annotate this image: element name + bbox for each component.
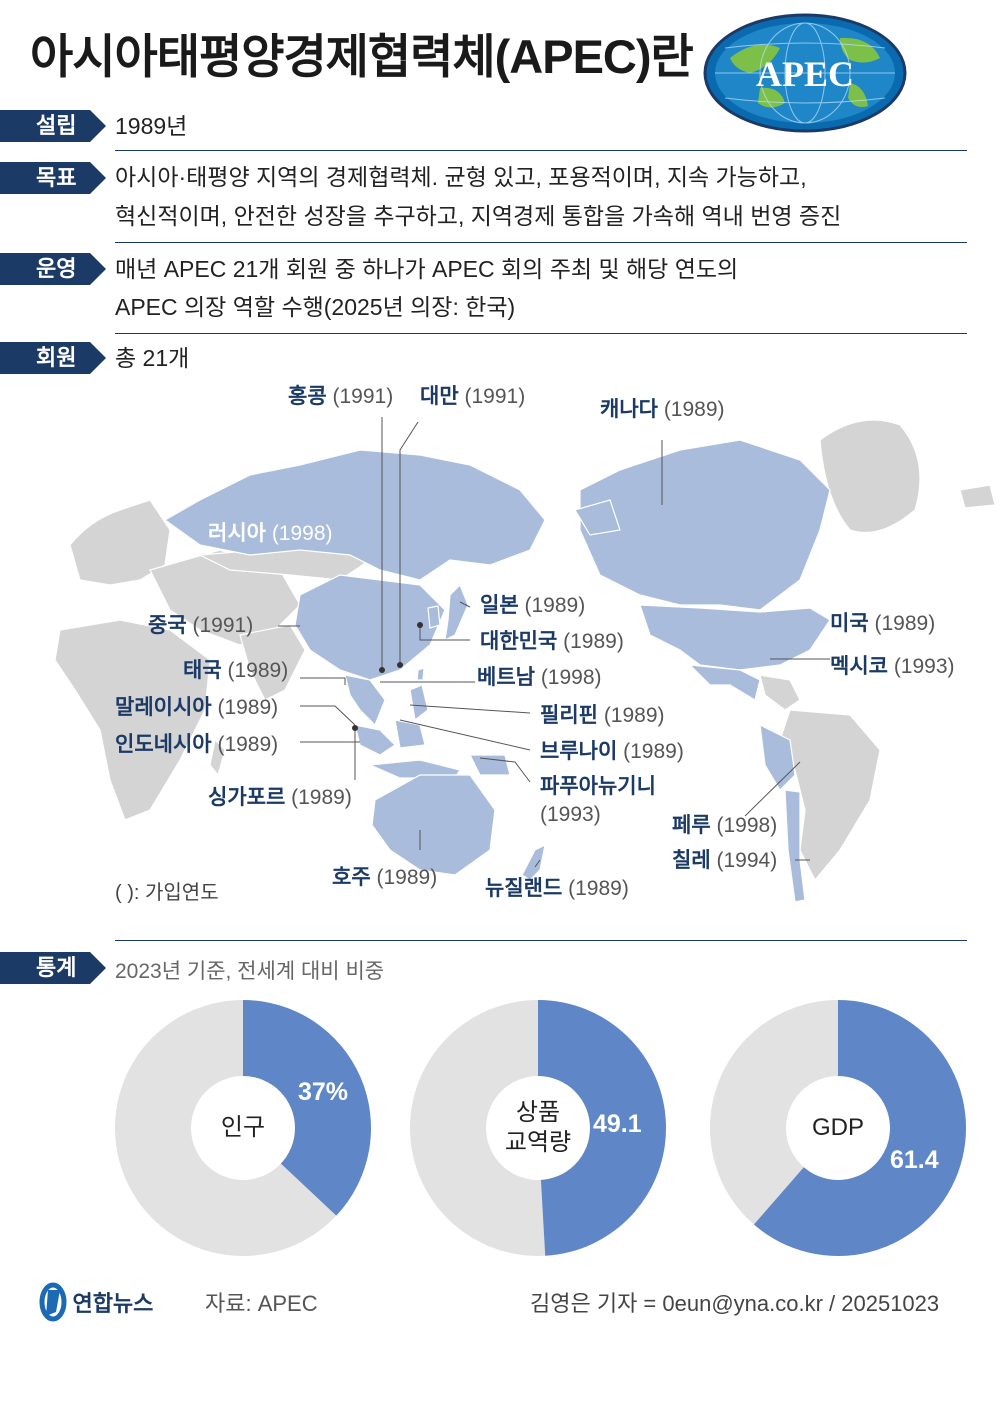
donut-value: 61.4 xyxy=(890,1146,939,1174)
operation-line1: 매년 APEC 21개 회원 중 하나가 APEC 회의 주최 및 해당 연도의 xyxy=(115,256,739,282)
member-label: 대만 (1991) xyxy=(420,385,526,408)
donut-gdp: GDP 61.4 xyxy=(708,998,968,1258)
member-label: 필리핀 (1989) xyxy=(540,704,665,727)
member-label: 싱가포르 (1989) xyxy=(208,786,352,809)
map-note: ( ): 가입연도 xyxy=(115,882,219,904)
divider xyxy=(115,940,967,941)
donut-trade: 상품 교역량 49.1 xyxy=(408,998,668,1258)
donut-hole xyxy=(191,1076,295,1180)
logo-text: APEC xyxy=(756,54,854,94)
goal-line1: 아시아·태평양 지역의 경제협력체. 균형 있고, 포용적이며, 지속 가능하고… xyxy=(115,164,807,190)
donut-chart xyxy=(115,1000,371,1256)
divider xyxy=(115,150,967,151)
goal-tag: 목표 xyxy=(0,162,106,194)
operation-tag: 운영 xyxy=(0,253,106,285)
member-label: 인도네시아 (1989) xyxy=(115,733,279,756)
agency-name: 연합뉴스 xyxy=(72,1291,154,1316)
member-label: 태국 (1989) xyxy=(183,659,289,682)
donut-share xyxy=(243,1000,371,1216)
member-label: 뉴질랜드 (1989) xyxy=(485,877,629,900)
operation-line2: APEC 의장 역할 수행(2025년 의장: 한국) xyxy=(115,294,516,320)
donut-value: 49.1 xyxy=(593,1110,642,1138)
members-tag: 회원 xyxy=(0,342,106,374)
member-label: 브루나이 (1989) xyxy=(540,740,684,763)
member-label: 호주 (1989) xyxy=(332,866,438,889)
member-label: 캐나다 (1989) xyxy=(600,398,725,421)
stats-subtitle: 2023년 기준, 전세계 대비 비중 xyxy=(115,960,385,983)
member-label: 페루 (1998) xyxy=(672,814,778,837)
donut-label-line2: 교역량 xyxy=(504,1129,572,1156)
donut-share xyxy=(538,1000,667,1256)
member-label: 대한민국 (1989) xyxy=(480,630,624,653)
credit-text: 김영은 기자 = 0eun@yna.co.kr / 20251023 xyxy=(530,1291,940,1316)
goal-line2: 혁신적이며, 안전한 성장을 추구하고, 지역경제 통합을 가속해 역내 번영 … xyxy=(115,203,842,229)
stats-tag: 통계 xyxy=(0,952,106,984)
donut-hole xyxy=(786,1076,890,1180)
donut-label: 인구 xyxy=(220,1114,266,1141)
donut-label: GDP xyxy=(811,1114,864,1141)
member-label: 파푸아뉴기니 (1993) xyxy=(540,775,656,826)
world-map xyxy=(54,417,996,903)
agency-logo: 연합뉴스 xyxy=(38,1282,153,1322)
donut-hole xyxy=(486,1076,590,1180)
member-label: 일본 (1989) xyxy=(480,594,586,617)
member-label: 베트남 (1998) xyxy=(477,666,602,689)
founded-text: 1989년 xyxy=(115,113,188,139)
donut-label-line1: 상품 xyxy=(515,1099,561,1126)
page-title: 아시아태평양경제협력체(APEC)란 xyxy=(30,30,694,83)
member-label: 중국 (1991) xyxy=(148,614,254,637)
members-text: 총 21개 xyxy=(115,345,190,371)
yonhap-mark-icon xyxy=(39,1282,67,1322)
member-label: 말레이시아 (1989) xyxy=(115,696,279,719)
member-label: 미국 (1989) xyxy=(830,612,936,635)
divider xyxy=(115,333,967,334)
donut-label: 상품 교역량 xyxy=(488,1098,588,1158)
divider xyxy=(115,242,967,243)
donut-value: 37% xyxy=(298,1078,349,1106)
member-label: 러시아 (1998) xyxy=(208,522,333,545)
member-label: 멕시코 (1993) xyxy=(830,655,955,678)
donut-population: 인구 37% xyxy=(113,998,373,1258)
apec-logo: APEC xyxy=(703,13,907,133)
donut-chart xyxy=(710,1000,966,1256)
founded-tag: 설립 xyxy=(0,110,106,142)
member-label: 홍콩 (1991) xyxy=(288,385,394,408)
donut-chart xyxy=(410,1000,667,1256)
source-text: 자료: APEC xyxy=(205,1291,318,1316)
member-label: 칠레 (1994) xyxy=(672,849,778,872)
